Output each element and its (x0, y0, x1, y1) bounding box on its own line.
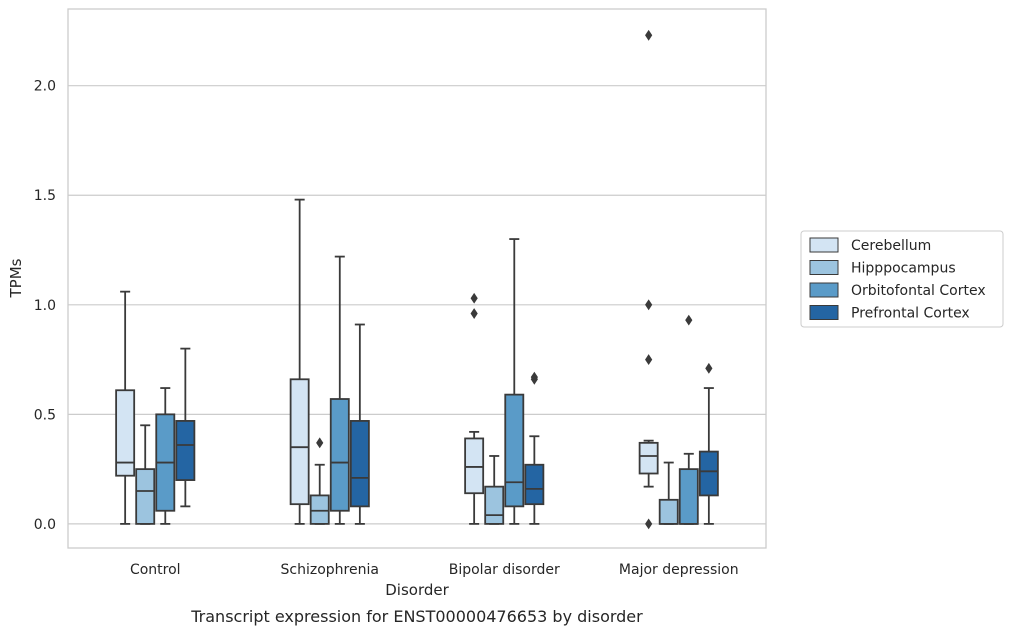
box-prefrontal-cortex (175, 347, 196, 508)
x-tick-label: Schizophrenia (281, 562, 379, 578)
box-iqr (484, 485, 505, 525)
legend-frame (800, 230, 1004, 328)
box-cerebellum (464, 292, 485, 525)
box-orbitofontal-cortex (678, 314, 699, 525)
box-hipppocampus (658, 461, 679, 525)
box-cerebellum (289, 198, 310, 525)
y-axis-label: TPMs (7, 258, 25, 298)
outlier-point (645, 518, 653, 530)
legend-swatch (809, 282, 839, 298)
outlier-point (645, 299, 653, 311)
x-axis-label: Disorder (385, 581, 449, 599)
outlier-point (470, 308, 478, 319)
y-tick-label: 2.0 (34, 79, 56, 95)
outlier-point (645, 29, 653, 41)
x-tick-label: Bipolar disorder (449, 562, 560, 578)
outlier-point (470, 292, 478, 304)
box-orbitofontal-cortex (155, 387, 176, 525)
outlier-point (705, 362, 713, 374)
box-cerebellum (638, 29, 659, 530)
box-iqr (678, 468, 699, 525)
outlier-point (530, 371, 538, 383)
y-axis-ticks: 0.0 0.5 1.0 1.5 2.0 (34, 79, 56, 533)
box-iqr (175, 420, 196, 481)
box-iqr (504, 393, 525, 508)
box-iqr (115, 389, 136, 477)
legend-entry-label: Cerebellum (851, 238, 931, 254)
y-tick-label: 0.5 (34, 407, 56, 423)
x-axis-ticks: Control Schizophrenia Bipolar disorder Majo… (130, 562, 739, 578)
legend-entry-label: Prefrontal Cortex (851, 306, 970, 322)
x-tick-label: Major depression (619, 562, 739, 578)
legend-swatch (809, 237, 839, 253)
box-hipppocampus (309, 437, 330, 525)
box-orbitofontal-cortex (504, 238, 525, 525)
box-iqr (329, 398, 350, 512)
plot-area-frame (67, 8, 767, 549)
box-iqr (464, 437, 485, 495)
outlier-point (316, 437, 324, 449)
box-hipppocampus (135, 424, 156, 525)
x-tick-label: Control (130, 562, 181, 578)
box-iqr (309, 494, 330, 525)
y-tick-label: 0.0 (34, 517, 56, 533)
legend-swatch (809, 305, 839, 320)
outlier-point (685, 314, 693, 326)
box-iqr (524, 463, 545, 506)
box-prefrontal-cortex (698, 362, 719, 525)
box-iqr (698, 450, 719, 497)
box-cerebellum (115, 290, 136, 525)
box-iqr (135, 468, 156, 525)
y-tick-label: 1.5 (34, 188, 56, 204)
legend-swatch (809, 260, 839, 275)
box-plot-series (115, 29, 719, 530)
box-iqr (289, 378, 310, 506)
box-iqr (349, 420, 370, 508)
box-prefrontal-cortex (524, 371, 545, 525)
chart-title: Transcript expression for ENST0000047665… (190, 607, 643, 626)
box-iqr (638, 441, 659, 475)
y-tick-label: 1.0 (34, 298, 56, 314)
legend: Cerebellum Hipppocampus Orbitofontal Corte… (800, 230, 1004, 328)
box-iqr (658, 498, 679, 525)
box-orbitofontal-cortex (329, 255, 350, 525)
outlier-point (645, 354, 653, 365)
legend-entry-label: Hipppocampus (851, 261, 956, 277)
box-hipppocampus (484, 455, 505, 525)
box-prefrontal-cortex (349, 323, 370, 525)
legend-entry-label: Orbitofontal Cortex (851, 283, 986, 299)
